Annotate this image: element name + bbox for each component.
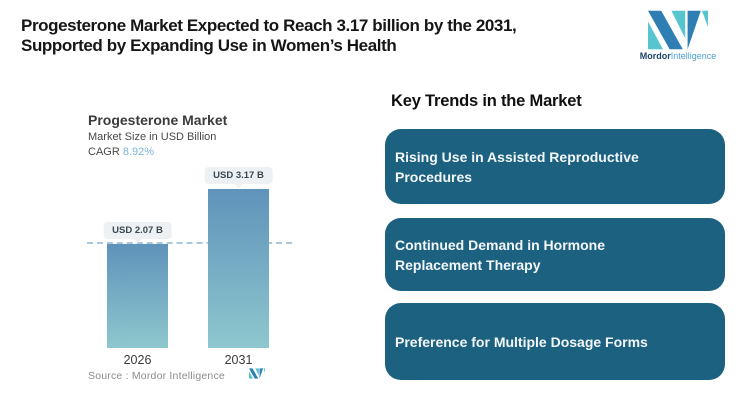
trends-heading: Key Trends in the Market xyxy=(391,92,582,110)
bar xyxy=(107,244,168,348)
source-line: Source : Mordor Intelligence xyxy=(88,370,225,382)
brand-block: MordorIntelligence xyxy=(632,10,724,61)
chart-title: Progesterone Market xyxy=(88,112,228,128)
chart-subtitle: Market Size in USD Billion xyxy=(88,131,217,143)
trend-card-assisted-reproductive: Rising Use in Assisted Reproductive Proc… xyxy=(385,129,725,204)
brand-name-bold: Mordor xyxy=(639,51,671,61)
page-title: Progesterone Market Expected to Reach 3.… xyxy=(21,16,517,55)
trend-card-label: Preference for Multiple Dosage Forms xyxy=(395,333,648,350)
mordor-mini-logo-icon xyxy=(249,368,265,379)
trend-card-dosage-forms: Preference for Multiple Dosage Forms xyxy=(385,303,725,380)
source-label: Source : xyxy=(88,370,129,382)
bar-chart: USD 2.07 B 2026 USD 3.17 B 2031 xyxy=(60,160,370,367)
bar-value-badge: USD 2.07 B xyxy=(103,222,172,243)
source-value: Mordor Intelligence xyxy=(131,370,225,382)
brand-name: MordorIntelligence xyxy=(632,51,724,61)
trend-card-hormone-replacement: Continued Demand in Hormone Replacement … xyxy=(385,218,725,291)
bar-value-badge: USD 3.17 B xyxy=(204,167,273,188)
cagr-label: CAGR xyxy=(88,146,120,158)
reference-dashed-line xyxy=(87,242,292,244)
bar-category-label: 2031 xyxy=(224,353,253,367)
brand-name-light: Intelligence xyxy=(670,51,717,61)
chart-cagr: CAGR 8.92% xyxy=(88,146,154,158)
bar xyxy=(208,189,269,348)
bar-category-label: 2026 xyxy=(123,353,152,367)
cagr-value: 8.92% xyxy=(122,146,155,158)
trend-card-label: Continued Demand in Hormone Replacement … xyxy=(395,236,605,273)
mordor-intelligence-logo-icon xyxy=(648,10,708,50)
trend-card-label: Rising Use in Assisted Reproductive Proc… xyxy=(395,148,639,185)
